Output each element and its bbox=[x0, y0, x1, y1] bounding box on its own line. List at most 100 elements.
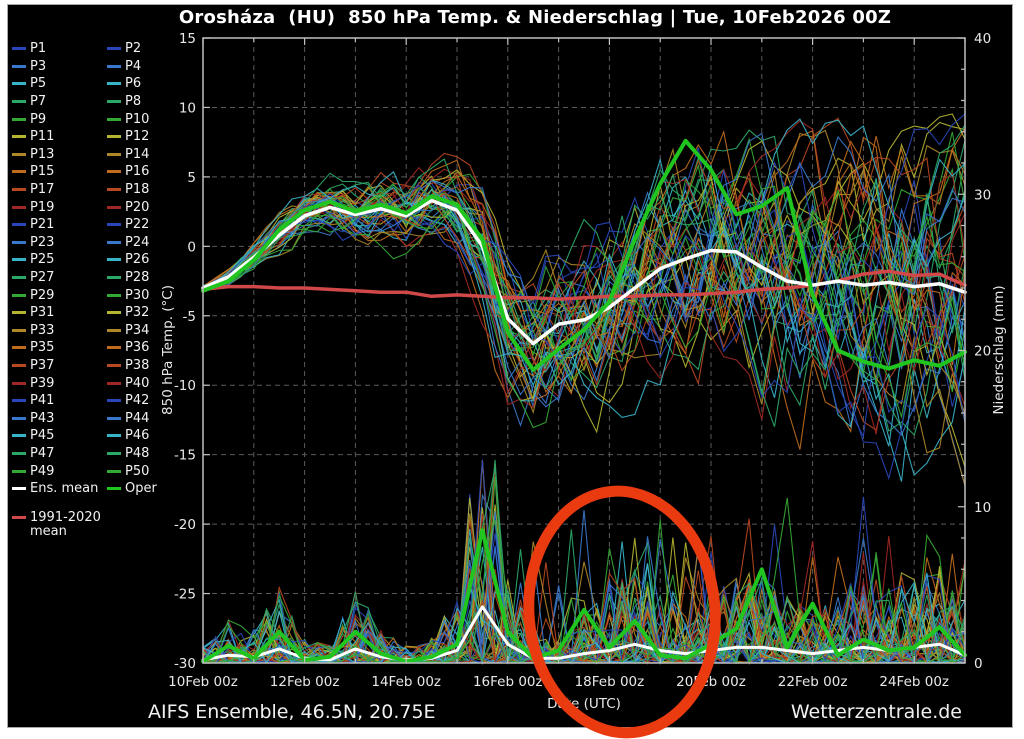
legend-color-swatch bbox=[107, 170, 121, 174]
legend-item-label: P7 bbox=[30, 94, 47, 110]
legend-item-p39: P39 bbox=[12, 376, 107, 391]
legend-item-p2: P2 bbox=[107, 41, 202, 56]
legend-item-label: P24 bbox=[125, 234, 150, 250]
legend-color-swatch bbox=[107, 487, 121, 491]
legend-row: P39 P40 bbox=[12, 374, 212, 392]
legend-row: P21 P22 bbox=[12, 216, 212, 234]
legend-item-label: P38 bbox=[125, 357, 150, 373]
legend-color-swatch bbox=[12, 399, 26, 403]
legend-climate-line2: mean bbox=[30, 524, 67, 540]
legend-color-swatch bbox=[12, 328, 26, 332]
legend-item-p46: P46 bbox=[107, 428, 202, 443]
legend-item-label: P9 bbox=[30, 111, 47, 127]
legend-color-swatch bbox=[12, 135, 26, 139]
legend-item-p43: P43 bbox=[12, 411, 107, 426]
legend-row: P49 P50 bbox=[12, 462, 212, 480]
legend-color-swatch bbox=[12, 311, 26, 315]
legend-item-label: P8 bbox=[125, 94, 142, 110]
legend-item-p19: P19 bbox=[12, 200, 107, 215]
legend-item-label: P16 bbox=[125, 164, 150, 180]
legend-item-label: P29 bbox=[30, 287, 55, 303]
legend-item-p14: P14 bbox=[107, 147, 202, 162]
legend-color-swatch bbox=[12, 276, 26, 280]
legend-color-swatch bbox=[107, 135, 121, 139]
legend-color-swatch bbox=[107, 82, 121, 86]
legend-row: P23 P24 bbox=[12, 234, 212, 252]
legend-item-label: P17 bbox=[30, 182, 55, 198]
legend-color-swatch bbox=[107, 188, 121, 192]
legend-item-label: P40 bbox=[125, 375, 150, 391]
legend-item-label: P49 bbox=[30, 463, 55, 479]
legend-row: P1 P2 bbox=[12, 40, 212, 58]
legend-item-label: Oper bbox=[125, 481, 157, 497]
legend-item-p21: P21 bbox=[12, 217, 107, 232]
legend-color-swatch bbox=[12, 223, 26, 227]
legend-row: P35 P36 bbox=[12, 339, 212, 357]
legend-item-p11: P11 bbox=[12, 129, 107, 144]
legend-color-swatch bbox=[12, 152, 26, 156]
legend-item-label: P6 bbox=[125, 76, 142, 92]
legend-row: P9 P10 bbox=[12, 110, 212, 128]
chart-title: Orosháza (HU) 850 hPa Temp. & Niederschl… bbox=[178, 7, 892, 28]
legend-row: P25 P26 bbox=[12, 251, 212, 269]
legend-item-p23: P23 bbox=[12, 235, 107, 250]
legend-item-p25: P25 bbox=[12, 252, 107, 267]
legend-color-swatch bbox=[12, 64, 26, 68]
legend-item-label: P42 bbox=[125, 393, 150, 409]
legend-color-swatch bbox=[107, 434, 121, 438]
legend-item-label: P46 bbox=[125, 428, 150, 444]
legend-color-swatch bbox=[107, 152, 121, 156]
legend-item-p16: P16 bbox=[107, 164, 202, 179]
legend-row: P27 P28 bbox=[12, 269, 212, 287]
legend-color-swatch bbox=[107, 399, 121, 403]
legend-color-swatch bbox=[12, 100, 26, 104]
legend-item-p36: P36 bbox=[107, 340, 202, 355]
legend-color-swatch bbox=[12, 487, 26, 491]
legend-color-swatch bbox=[107, 346, 121, 350]
legend-color-swatch bbox=[12, 451, 26, 455]
legend-item-label: P15 bbox=[30, 164, 55, 180]
legend-color-swatch bbox=[107, 240, 121, 244]
legend-color-swatch bbox=[12, 416, 26, 420]
legend-item-label: P1 bbox=[30, 41, 47, 57]
legend-color-swatch bbox=[12, 258, 26, 262]
legend-item-p22: P22 bbox=[107, 217, 202, 232]
legend-item-label: P20 bbox=[125, 199, 150, 215]
legend-item-p40: P40 bbox=[107, 376, 202, 391]
legend-item-label: P43 bbox=[30, 410, 55, 426]
site-credit-text: Wetterzentrale.de bbox=[790, 701, 962, 723]
model-info-text: AIFS Ensemble, 46.5N, 20.75E bbox=[148, 701, 436, 723]
legend-item-p6: P6 bbox=[107, 76, 202, 91]
legend-item-p24: P24 bbox=[107, 235, 202, 250]
legend-item-label: P27 bbox=[30, 270, 55, 286]
legend-item-label: P34 bbox=[125, 322, 150, 338]
legend-item-label: P14 bbox=[125, 146, 150, 162]
legend-row: P43 P44 bbox=[12, 409, 212, 427]
legend-item-label: P19 bbox=[30, 199, 55, 215]
legend-item-label: P4 bbox=[125, 58, 142, 74]
legend-item-label: P18 bbox=[125, 182, 150, 198]
legend-item-label: P47 bbox=[30, 445, 55, 461]
legend-item-label: P22 bbox=[125, 217, 150, 233]
legend-item-label: P44 bbox=[125, 410, 150, 426]
legend-color-swatch bbox=[12, 47, 26, 51]
legend-color-swatch bbox=[12, 117, 26, 121]
legend-color-swatch bbox=[107, 117, 121, 121]
legend-row: P3 P4 bbox=[12, 58, 212, 76]
legend-item-label: P30 bbox=[125, 287, 150, 303]
legend-color-swatch bbox=[12, 205, 26, 209]
legend-item-p1: P1 bbox=[12, 41, 107, 56]
legend-color-swatch bbox=[107, 276, 121, 280]
legend-item-p45: P45 bbox=[12, 428, 107, 443]
legend-item-p30: P30 bbox=[107, 288, 202, 303]
legend-item-p13: P13 bbox=[12, 147, 107, 162]
legend-item-label: P45 bbox=[30, 428, 55, 444]
legend-row: P13 P14 bbox=[12, 146, 212, 164]
legend-color-swatch bbox=[107, 469, 121, 473]
legend-item-label: P25 bbox=[30, 252, 55, 268]
legend-item-p5: P5 bbox=[12, 76, 107, 91]
legend-row: P11 P12 bbox=[12, 128, 212, 146]
legend-color-swatch bbox=[12, 188, 26, 192]
legend-item-p33: P33 bbox=[12, 323, 107, 338]
